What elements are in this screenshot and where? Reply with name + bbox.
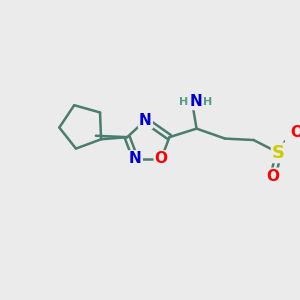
Text: O: O <box>266 169 280 184</box>
Text: N: N <box>129 151 142 166</box>
Text: N: N <box>189 94 202 109</box>
Text: O: O <box>290 125 300 140</box>
Text: O: O <box>155 151 168 166</box>
Text: H: H <box>179 97 188 106</box>
Text: N: N <box>139 113 152 128</box>
Text: H: H <box>203 97 212 106</box>
Text: S: S <box>272 144 285 162</box>
